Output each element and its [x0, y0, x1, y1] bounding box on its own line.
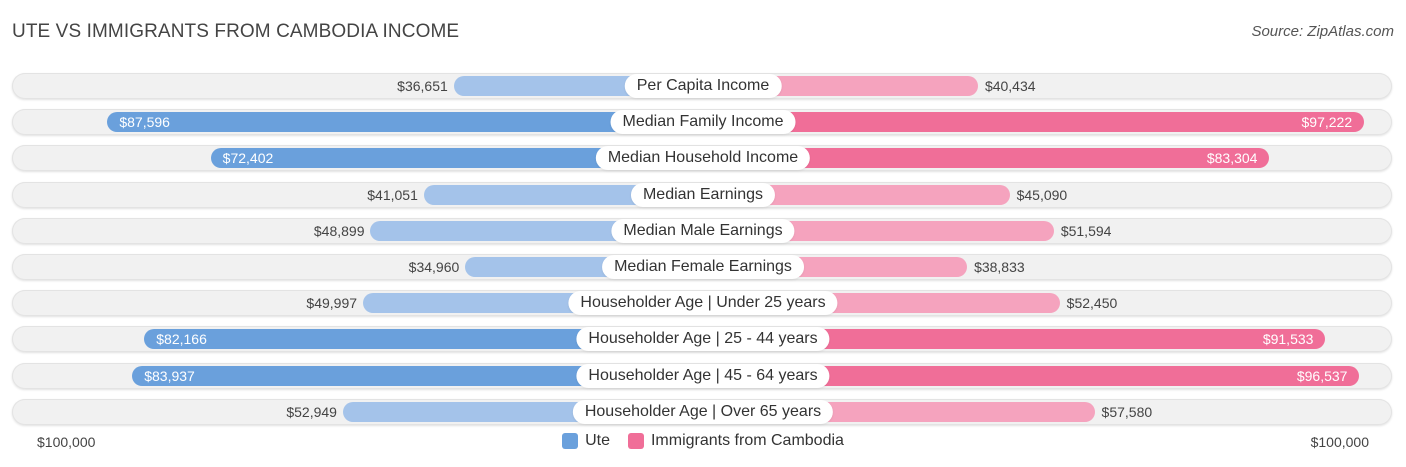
value-label-cambodia: $83,304 — [1206, 150, 1258, 167]
value-label-ute: $36,651 — [397, 78, 448, 94]
value-label-cambodia: $97,222 — [1301, 114, 1353, 131]
legend-swatch-cambodia — [627, 433, 644, 449]
value-label-cambodia: $57,580 — [1101, 403, 1153, 420]
bar-ute[interactable] — [132, 365, 703, 386]
category-label: Median Male Earnings — [611, 218, 795, 243]
source-label[interactable]: Source: ZipAtlas.com — [1251, 23, 1394, 40]
bar-cambodia[interactable] — [703, 184, 1010, 205]
bar-ute[interactable] — [144, 329, 703, 350]
value-label-ute: $82,166 — [156, 331, 207, 348]
category-label: Median Household Income — [595, 146, 811, 171]
category-label: Median Family Income — [610, 110, 796, 135]
category-label: Householder Age | Over 65 years — [572, 399, 834, 424]
legend-item-ute[interactable]: Ute — [562, 432, 610, 450]
value-label-ute: $48,899 — [313, 222, 365, 239]
value-label-cambodia: $91,533 — [1262, 331, 1314, 348]
bar-ute[interactable] — [210, 148, 703, 169]
value-label-ute: $83,937 — [144, 367, 195, 384]
bar-cambodia[interactable] — [703, 365, 1360, 386]
value-label-cambodia: $52,450 — [1066, 295, 1118, 312]
legend-item-cambodia[interactable]: Immigrants from Cambodia — [627, 432, 844, 450]
legend-label-ute: Ute — [585, 432, 610, 449]
category-label: Householder Age | Under 25 years — [568, 291, 838, 316]
legend-swatch-ute — [562, 433, 579, 449]
value-label-cambodia: $96,537 — [1296, 367, 1348, 384]
value-label-ute: $87,596 — [119, 114, 170, 131]
value-label-ute: $41,051 — [367, 186, 418, 203]
chart-title: UTE VS IMMIGRANTS FROM CAMBODIA INCOME — [12, 21, 460, 42]
bar-cambodia[interactable] — [703, 112, 1365, 133]
bar-ute[interactable] — [107, 112, 703, 133]
category-label: Median Earnings — [630, 182, 776, 207]
category-label: Per Capita Income — [624, 74, 782, 98]
category-label: Householder Age | 25 - 44 years — [576, 327, 830, 352]
value-label-ute: $72,402 — [222, 150, 274, 167]
value-label-cambodia: $51,594 — [1060, 222, 1112, 239]
bar-cambodia[interactable] — [703, 329, 1326, 350]
value-label-ute: $52,949 — [286, 403, 337, 420]
axis-right-label: $100,000 — [1310, 434, 1369, 450]
value-label-cambodia: $40,434 — [984, 78, 1036, 94]
category-label: Median Female Earnings — [602, 255, 804, 279]
legend: Ute Immigrants from Cambodia — [0, 432, 1406, 450]
value-label-cambodia: $45,090 — [1016, 186, 1068, 203]
value-label-ute: $49,997 — [306, 295, 358, 312]
bar-cambodia[interactable] — [703, 148, 1270, 169]
value-label-ute: $34,960 — [408, 259, 460, 275]
category-label: Householder Age | 45 - 64 years — [576, 363, 830, 388]
value-label-cambodia: $38,833 — [974, 259, 1025, 275]
legend-label-cambodia: Immigrants from Cambodia — [650, 432, 844, 449]
axis-left-label: $100,000 — [37, 434, 96, 450]
